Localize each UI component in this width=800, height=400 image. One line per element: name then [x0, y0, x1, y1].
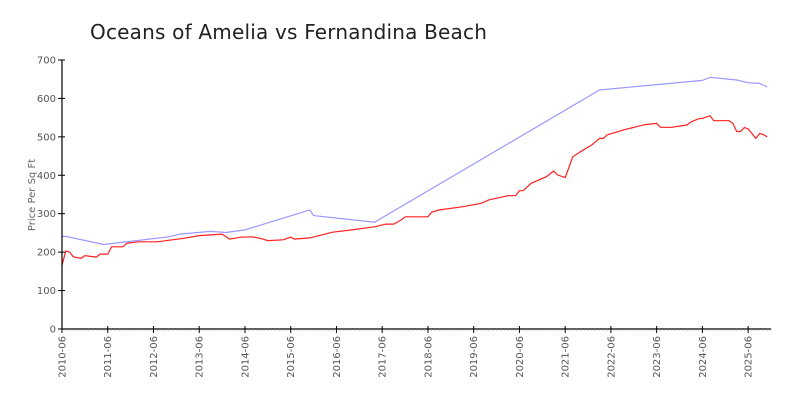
x-tick-label: 2013-06 [195, 336, 206, 378]
y-tick-label: 700 [37, 56, 56, 67]
x-tick-label: 2012-06 [149, 336, 160, 378]
x-tick-label: 2010-06 [58, 336, 69, 378]
y-tick-label: 200 [37, 248, 56, 259]
x-tick-label: 2017-06 [378, 336, 389, 378]
x-tick-label: 2019-06 [469, 336, 480, 378]
y-tick-label: 300 [37, 209, 56, 220]
x-tick-label: 2023-06 [652, 336, 663, 378]
x-tick-label: 2018-06 [423, 336, 434, 378]
y-tick-label: 600 [37, 94, 56, 105]
x-tick-label: 2014-06 [240, 336, 251, 378]
y-tick-label: 0 [50, 325, 56, 336]
chart-title: Oceans of Amelia vs Fernandina Beach [90, 20, 488, 44]
x-tick-label: 2025-06 [744, 336, 755, 378]
x-tick-label: 2021-06 [561, 336, 572, 378]
y-tick-label: 400 [37, 171, 56, 182]
y-tick-label: 500 [37, 132, 56, 143]
x-tick-label: 2020-06 [515, 336, 526, 378]
y-tick-label: 100 [37, 286, 56, 297]
x-tick-label: 2016-06 [332, 336, 343, 378]
x-tick-label: 2011-06 [103, 336, 114, 378]
series-line-1 [62, 76, 768, 246]
x-tick-label: 2022-06 [606, 336, 617, 378]
x-tick-label: 2024-06 [698, 336, 709, 378]
series-line-2 [61, 114, 768, 266]
y-axis-label: Price Per Sq Ft [27, 159, 38, 231]
x-tick-label: 2015-06 [286, 336, 297, 378]
